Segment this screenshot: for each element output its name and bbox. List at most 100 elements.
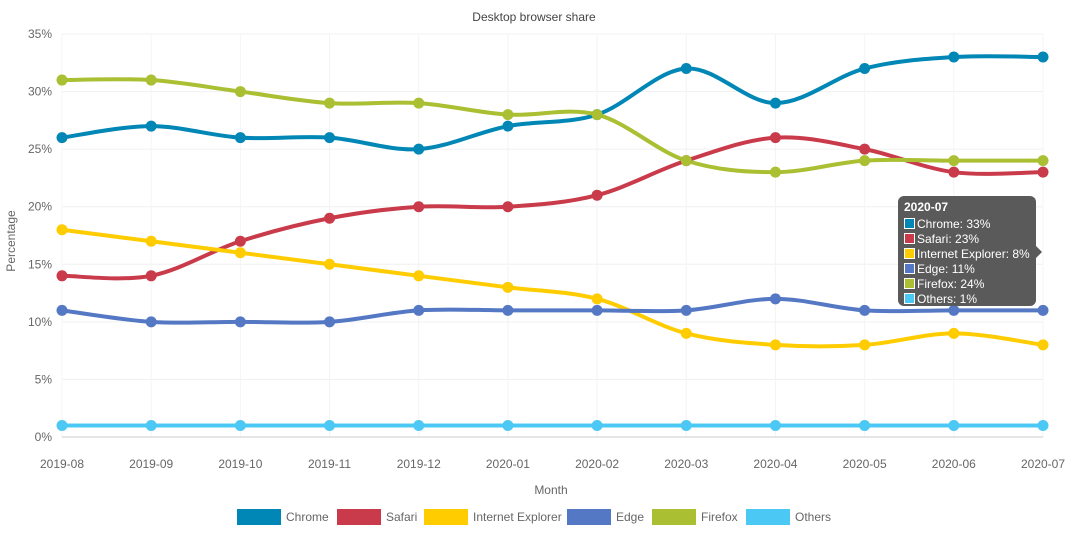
x-tick-label: 2020-04 — [753, 457, 797, 471]
data-point[interactable] — [324, 258, 336, 270]
data-point[interactable] — [1037, 419, 1049, 431]
data-point[interactable] — [591, 293, 603, 305]
data-point[interactable] — [859, 143, 871, 155]
y-tick-label: 5% — [35, 372, 53, 386]
data-point[interactable] — [56, 270, 68, 282]
data-point[interactable] — [502, 419, 514, 431]
data-point[interactable] — [948, 304, 960, 316]
data-point[interactable] — [1037, 51, 1049, 63]
data-point[interactable] — [680, 63, 692, 75]
data-point[interactable] — [948, 155, 960, 167]
data-point[interactable] — [56, 304, 68, 316]
data-point[interactable] — [948, 51, 960, 63]
data-point[interactable] — [56, 132, 68, 144]
data-point[interactable] — [324, 316, 336, 328]
data-point[interactable] — [859, 155, 871, 167]
data-point[interactable] — [413, 304, 425, 316]
data-point[interactable] — [769, 166, 781, 178]
data-point[interactable] — [324, 97, 336, 109]
legend-label: Firefox — [701, 510, 738, 524]
data-point[interactable] — [145, 270, 157, 282]
legend-item[interactable]: Chrome — [237, 509, 329, 525]
data-point[interactable] — [324, 132, 336, 144]
data-point[interactable] — [680, 155, 692, 167]
data-point[interactable] — [680, 419, 692, 431]
data-point[interactable] — [859, 63, 871, 75]
data-point[interactable] — [324, 212, 336, 224]
data-point[interactable] — [769, 419, 781, 431]
legend-item[interactable]: Safari — [337, 509, 417, 525]
data-point[interactable] — [948, 327, 960, 339]
legend-item[interactable]: Firefox — [652, 509, 738, 525]
data-point[interactable] — [234, 419, 246, 431]
tooltip-row-text: Chrome: 33% — [917, 216, 991, 231]
data-point[interactable] — [680, 304, 692, 316]
data-point[interactable] — [413, 97, 425, 109]
data-point[interactable] — [56, 74, 68, 86]
y-axis-label: Percentage — [4, 210, 18, 272]
legend-swatch — [337, 509, 381, 525]
data-point[interactable] — [234, 247, 246, 259]
data-point[interactable] — [234, 86, 246, 98]
data-point[interactable] — [234, 316, 246, 328]
legend-swatch — [424, 509, 468, 525]
data-point[interactable] — [948, 166, 960, 178]
data-point[interactable] — [145, 316, 157, 328]
data-point[interactable] — [502, 304, 514, 316]
data-point[interactable] — [1037, 339, 1049, 351]
tooltip: 2020-07 Chrome: 33% Safari: 23% Internet E… — [898, 196, 1042, 306]
legend-label: Safari — [386, 510, 417, 524]
tooltip-row-text: Safari: 23% — [917, 231, 980, 246]
data-point[interactable] — [145, 235, 157, 247]
data-point[interactable] — [591, 189, 603, 201]
x-tick-label: 2019-11 — [308, 457, 351, 471]
legend-item[interactable]: Edge — [567, 509, 644, 525]
tooltip-row: Edge: 11% — [904, 261, 1030, 276]
data-point[interactable] — [145, 419, 157, 431]
data-point[interactable] — [145, 120, 157, 132]
data-point[interactable] — [769, 97, 781, 109]
data-point[interactable] — [413, 201, 425, 213]
data-point[interactable] — [859, 339, 871, 351]
tooltip-swatch — [904, 293, 915, 304]
data-point[interactable] — [234, 132, 246, 144]
legend-label: Internet Explorer — [473, 510, 562, 524]
data-point[interactable] — [591, 109, 603, 121]
x-axis-label: Month — [534, 483, 567, 497]
tooltip-swatch — [904, 248, 915, 259]
data-point[interactable] — [502, 201, 514, 213]
data-point[interactable] — [413, 270, 425, 282]
data-point[interactable] — [859, 304, 871, 316]
data-point[interactable] — [145, 74, 157, 86]
x-tick-label: 2020-05 — [843, 457, 887, 471]
data-point[interactable] — [769, 293, 781, 305]
data-point[interactable] — [56, 419, 68, 431]
x-tick-label: 2019-10 — [218, 457, 262, 471]
x-tick-label: 2019-12 — [397, 457, 441, 471]
data-point[interactable] — [1037, 155, 1049, 167]
tooltip-row: Safari: 23% — [904, 231, 1030, 246]
data-point[interactable] — [948, 419, 960, 431]
data-point[interactable] — [56, 224, 68, 236]
data-point[interactable] — [413, 419, 425, 431]
data-point[interactable] — [1037, 166, 1049, 178]
data-point[interactable] — [413, 143, 425, 155]
legend-item[interactable]: Others — [746, 509, 831, 525]
data-point[interactable] — [324, 419, 336, 431]
data-point[interactable] — [769, 132, 781, 144]
data-point[interactable] — [234, 235, 246, 247]
data-point[interactable] — [591, 419, 603, 431]
tooltip-swatch — [904, 278, 915, 289]
data-point[interactable] — [502, 109, 514, 121]
data-point[interactable] — [859, 419, 871, 431]
data-point[interactable] — [502, 120, 514, 132]
data-point[interactable] — [502, 281, 514, 293]
data-point[interactable] — [769, 339, 781, 351]
y-tick-label: 15% — [28, 257, 52, 271]
data-point[interactable] — [680, 327, 692, 339]
data-point[interactable] — [591, 304, 603, 316]
legend-item[interactable]: Internet Explorer — [424, 509, 562, 525]
data-point[interactable] — [1037, 304, 1049, 316]
legend-label: Others — [795, 510, 831, 524]
tooltip-swatch — [904, 233, 915, 244]
